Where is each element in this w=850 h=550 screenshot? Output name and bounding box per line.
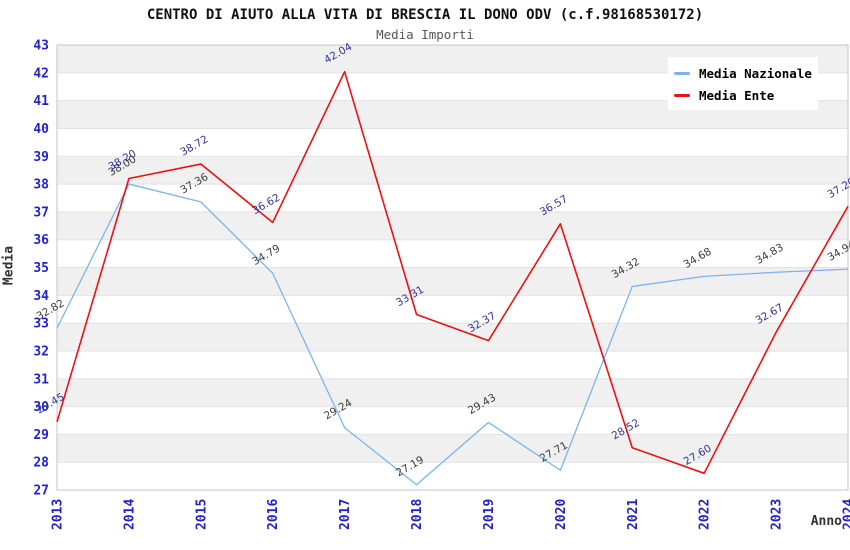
x-tick-label: 2015 (194, 499, 209, 530)
chart-subtitle: Media Importi (376, 27, 474, 42)
x-tick-label: 2016 (266, 499, 281, 530)
grid-band (57, 350, 848, 379)
y-axis-title: Media (1, 245, 17, 286)
y-tick-label: 30 (33, 400, 49, 415)
legend-line-marker-ente (674, 93, 690, 97)
series-line-media-nazionale (56, 183, 849, 486)
y-tick-label: 41 (33, 94, 49, 109)
y-tick-label: 42 (33, 66, 49, 81)
y-tick-label: 40 (33, 122, 49, 137)
x-tick-label: 2022 (698, 499, 713, 530)
x-tick-label: 2014 (122, 499, 137, 530)
y-tick-label: 34 (33, 289, 49, 304)
series-line-media-ente (56, 70, 849, 475)
grid-band (57, 406, 848, 435)
grid-band (57, 295, 848, 324)
x-tick-label: 2023 (770, 499, 785, 530)
y-tick-label: 33 (33, 317, 49, 332)
grid-band (57, 267, 848, 296)
grid-band (57, 434, 848, 463)
y-tick-label: 38 (33, 178, 49, 193)
grid-band (57, 462, 848, 490)
x-tick-label: 2017 (338, 499, 353, 530)
x-tick-label: 2013 (51, 499, 66, 530)
grid-band (57, 378, 848, 407)
x-tick-label: 2021 (626, 499, 641, 530)
y-tick-label: 39 (33, 150, 49, 165)
grid-band (57, 128, 848, 157)
chart-legend: Media Nazionale Media Ente (668, 57, 818, 110)
y-tick-label: 35 (33, 261, 49, 276)
x-tick-label: 2024 (842, 499, 850, 530)
grid-band (57, 156, 848, 185)
x-tick-label: 2020 (554, 499, 569, 530)
x-tick-label: 2018 (410, 499, 425, 530)
x-tick-label: 2019 (482, 499, 497, 530)
grid-band (57, 239, 848, 268)
y-tick-label: 32 (33, 344, 49, 359)
grid-band (57, 211, 848, 240)
y-tick-label: 37 (33, 205, 49, 220)
y-tick-label: 28 (33, 456, 49, 471)
grid-band (57, 184, 848, 212)
plot-frame (56, 44, 849, 491)
chart-title: CENTRO DI AIUTO ALLA VITA DI BRESCIA IL … (146, 7, 704, 23)
y-tick-label: 29 (33, 428, 49, 443)
y-tick-label: 36 (33, 233, 49, 248)
legend-item-media-ente: Media Ente (674, 84, 812, 106)
y-tick-label: 43 (33, 39, 49, 54)
legend-item-media-nazionale: Media Nazionale (674, 62, 812, 84)
legend-line-marker-nazionale (674, 71, 690, 75)
legend-label: Media Nazionale (699, 65, 812, 81)
x-axis-title: Anno (810, 514, 842, 529)
y-tick-label: 27 (33, 484, 49, 499)
y-tick-label: 31 (33, 372, 49, 387)
legend-label: Media Ente (699, 87, 775, 103)
